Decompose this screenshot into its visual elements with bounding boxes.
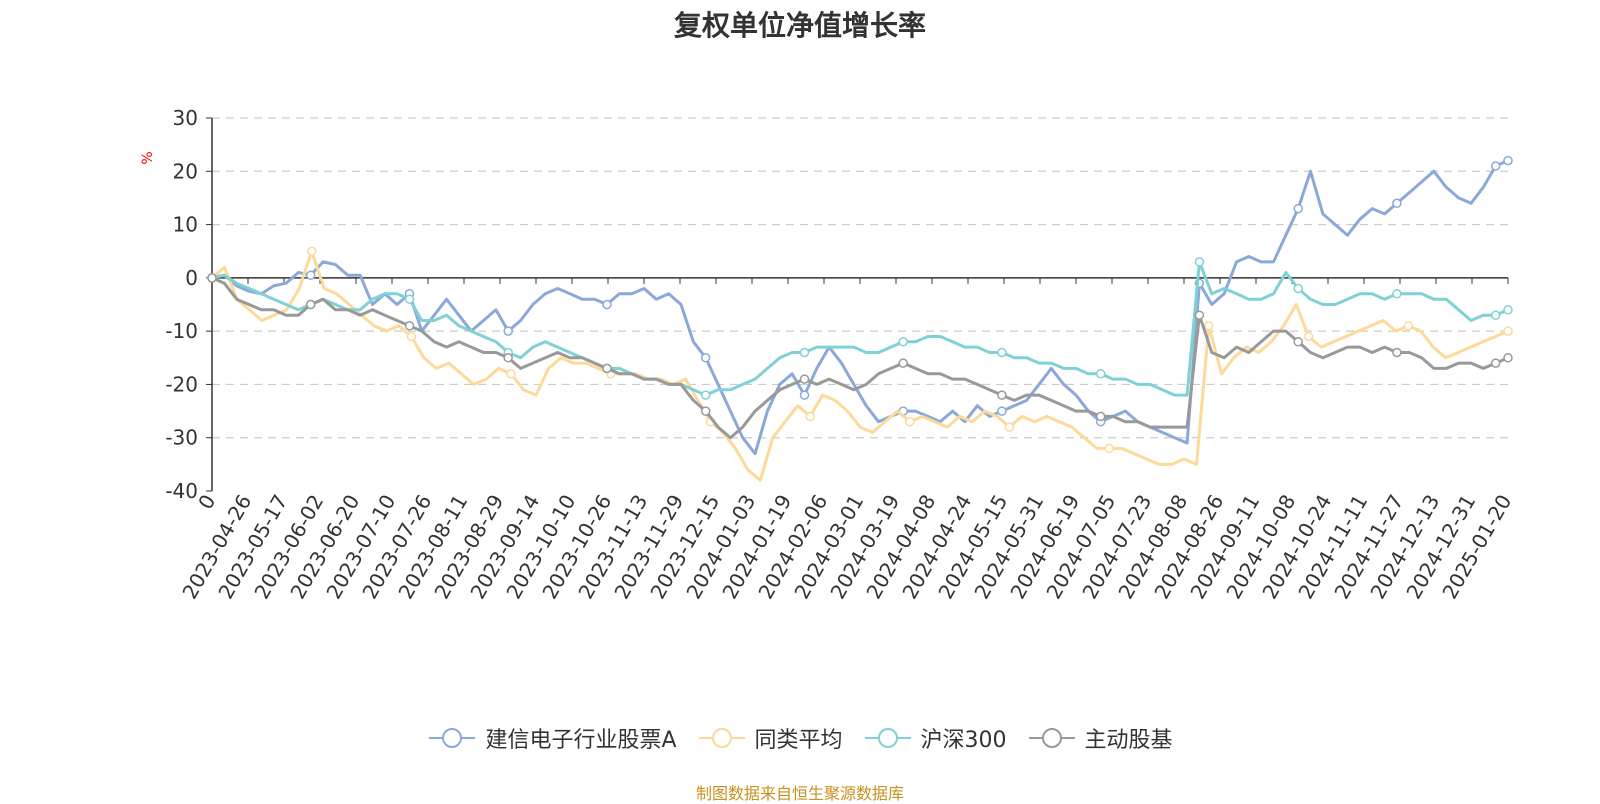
series-point-0 <box>503 326 513 336</box>
series-line-2 <box>211 260 1509 397</box>
series-point-1 <box>1204 321 1214 331</box>
series-point-1 <box>306 246 317 256</box>
x-tick-label: 0 <box>193 490 220 513</box>
y-tick-label: 30 <box>173 106 198 130</box>
series-point-0 <box>1293 203 1303 214</box>
legend-marker-icon <box>429 728 476 748</box>
y-tick-label: -40 <box>165 479 198 503</box>
chart-title: 复权单位净值增长率 <box>673 9 926 42</box>
y-tick-label: 0 <box>185 266 198 290</box>
legend-label: 主动股基 <box>1084 728 1173 753</box>
series-point-2 <box>700 390 711 400</box>
series-point-3 <box>997 390 1007 400</box>
legend-label: 同类平均 <box>754 728 843 753</box>
series-point-3 <box>1490 358 1501 368</box>
legend-item-0[interactable]: 建信电子行业股票A <box>427 722 677 754</box>
series-point-2 <box>404 294 415 304</box>
series-point-0 <box>305 270 316 280</box>
y-tick-label: -20 <box>165 372 198 396</box>
series-point-0 <box>1392 198 1402 209</box>
series-point-3 <box>1095 411 1106 422</box>
series-point-1 <box>506 369 516 379</box>
series-point-1 <box>905 416 915 427</box>
legend-item-1[interactable]: 同类平均 <box>697 722 843 754</box>
legend: 建信电子行业股票A 同类平均 沪深300 主动股基 <box>0 722 1600 754</box>
source-note: 制图数据来自恒生聚源数据库 <box>695 784 904 803</box>
series-point-3 <box>602 363 612 374</box>
series-point-2 <box>799 347 810 358</box>
series-point-2 <box>898 337 908 347</box>
series-point-0 <box>1490 161 1501 171</box>
series-line-3 <box>211 276 1509 440</box>
legend-label: 沪深300 <box>920 728 1007 753</box>
series-point-3 <box>1392 347 1402 358</box>
series-point-3 <box>799 374 810 384</box>
series-point-3 <box>1194 310 1205 320</box>
series-point-3 <box>700 406 711 416</box>
series-point-0 <box>799 390 810 400</box>
y-tick-label: -10 <box>165 319 198 343</box>
series-point-3 <box>898 358 908 368</box>
series-point-3 <box>404 321 415 331</box>
legend-item-3[interactable]: 主动股基 <box>1027 722 1173 754</box>
y-axis-label: % <box>140 151 156 164</box>
series-point-2 <box>1490 310 1501 320</box>
series-point-0 <box>997 406 1007 416</box>
y-tick-label: -30 <box>165 426 198 450</box>
series-point-1 <box>805 411 815 422</box>
y-tick-label: 10 <box>173 213 198 237</box>
legend-marker-icon <box>864 728 911 748</box>
series-line-0 <box>211 159 1509 456</box>
series-point-2 <box>1293 283 1303 294</box>
legend-marker-icon <box>1028 728 1075 748</box>
series-point-1 <box>406 331 417 342</box>
series-point-1 <box>1403 321 1414 331</box>
series-point-3 <box>1293 337 1303 347</box>
series-point-3 <box>503 353 513 363</box>
series-line-1 <box>211 249 1509 482</box>
series-point-2 <box>1194 257 1205 267</box>
series-point-3 <box>1503 353 1513 363</box>
series-point-0 <box>1503 155 1513 166</box>
series-point-1 <box>1503 326 1513 336</box>
series-point-0 <box>602 299 612 310</box>
series-point-1 <box>1004 422 1015 432</box>
series-point-1 <box>1104 443 1114 454</box>
legend-label: 建信电子行业股票A <box>485 728 677 753</box>
series-point-2 <box>1392 289 1402 299</box>
series-point-3 <box>207 273 217 283</box>
legend-item-2[interactable]: 沪深300 <box>863 722 1007 754</box>
y-tick-label: 20 <box>173 159 198 183</box>
series-point-2 <box>1095 369 1106 379</box>
legend-marker-icon <box>698 728 745 748</box>
series-point-1 <box>1303 331 1314 342</box>
series-point-0 <box>700 353 711 363</box>
series-point-2 <box>1503 305 1513 315</box>
series-point-2 <box>997 347 1007 358</box>
series-point-3 <box>305 299 316 310</box>
